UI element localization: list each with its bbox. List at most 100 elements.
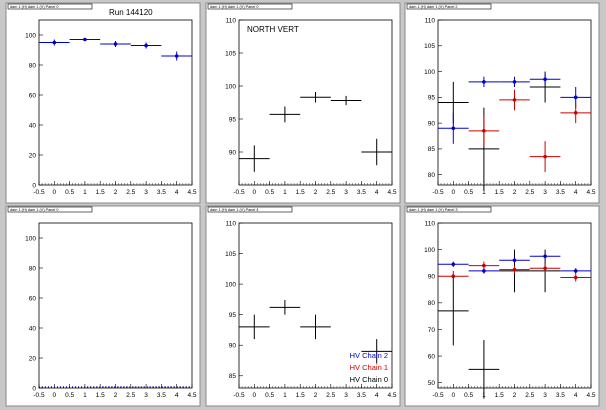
x-tick-label: 0 (252, 392, 256, 399)
x-tick-label: 1 (283, 189, 287, 196)
data-point-marker (543, 266, 547, 271)
y-tick-label: 0 (32, 385, 36, 392)
y-tick-label: 70 (428, 327, 436, 334)
run-label: Run 144120 (109, 8, 153, 17)
x-tick-label: 1.5 (495, 392, 504, 399)
x-tick-label: 4.5 (187, 392, 196, 399)
x-tick-label: 0.5 (65, 189, 74, 196)
y-tick-label: 100 (225, 281, 236, 288)
x-tick-label: 1 (83, 392, 87, 399)
x-tick-label: 4 (175, 392, 179, 399)
panel-header-box (207, 3, 293, 10)
x-tick-label: 0.5 (265, 392, 274, 399)
panel-1: dam 1 (H) dam 1 (V) Panel 0 -0.5 0 0.5 1 1.5 2… (5, 2, 201, 204)
data-point-marker (113, 42, 118, 46)
data-point-marker (482, 129, 486, 133)
x-tick-label: 3 (144, 392, 148, 399)
x-tick-label: 1 (83, 189, 87, 196)
legend-entry: HV Chain 1 (350, 363, 388, 372)
y-tick-label: 50 (428, 380, 436, 387)
x-tick-label: 4 (574, 392, 578, 399)
x-tick-label: 2.5 (326, 392, 335, 399)
x-tick-label: 1.5 (495, 189, 504, 196)
y-tick-label: 105 (225, 251, 236, 258)
x-tick-label: 0 (52, 392, 56, 399)
panel-frame (205, 2, 401, 204)
y-tick-label: 90 (428, 274, 436, 281)
x-tick-label: -0.5 (432, 189, 444, 196)
data-point-marker (482, 263, 486, 268)
data-point-marker (144, 43, 148, 48)
x-tick-label: 2 (513, 392, 517, 399)
x-tick-label: 2 (314, 189, 318, 196)
data-point-marker (451, 126, 456, 131)
y-tick-label: 95 (428, 95, 436, 102)
data-point-marker (83, 37, 87, 42)
x-tick-label: 0.5 (464, 189, 473, 196)
x-tick-label: -0.5 (432, 392, 444, 399)
x-tick-label: 1.5 (96, 189, 105, 196)
panel-header-box (406, 3, 492, 10)
x-tick-label: 3.5 (157, 392, 166, 399)
panel-6: dam 1 (H) dam 1 (V) Panel 3-0.500.511.52… (404, 205, 600, 407)
y-tick-label: 100 (424, 69, 435, 76)
x-tick-label: 3 (344, 189, 348, 196)
data-point-marker (52, 40, 57, 45)
panel-header: dam 1 (H) dam 1 (V) Panel 2 (409, 5, 458, 9)
x-tick-label: 1.5 (296, 392, 305, 399)
panel-header-box (207, 206, 293, 213)
y-tick-label: 90 (428, 120, 436, 127)
data-point-marker (451, 262, 456, 267)
x-tick-label: 2.5 (126, 189, 135, 196)
y-tick-label: 105 (225, 50, 236, 57)
x-tick-label: 4.5 (187, 189, 196, 196)
data-point-marker (451, 274, 456, 279)
x-tick-label: -0.5 (33, 189, 45, 196)
y-tick-label: 95 (229, 312, 237, 319)
x-tick-label: 0 (451, 189, 455, 196)
y-tick-label: 110 (226, 220, 237, 227)
y-tick-label: 110 (226, 17, 237, 24)
x-tick-label: 3.5 (157, 189, 166, 196)
y-tick-label: 90 (229, 343, 237, 350)
panel-frame (205, 205, 401, 407)
panel-header-box (7, 206, 93, 213)
data-point-marker (482, 269, 486, 273)
data-point-marker (573, 275, 578, 280)
x-tick-label: 2.5 (525, 392, 534, 399)
panel-4: dam 1 (H) dam 1 (V) Panel 0-0.5 0 0.5 1 1.5 2… (5, 205, 201, 407)
panel-frame (404, 2, 600, 204)
y-tick-label: 80 (29, 265, 37, 272)
data-point-marker (512, 258, 517, 263)
panel-frame (5, 2, 201, 204)
panel-header-box (406, 206, 492, 213)
x-tick-label: -0.5 (33, 392, 45, 399)
x-tick-label: 4 (574, 189, 578, 196)
x-tick-label: 2 (114, 392, 118, 399)
y-tick-label: 80 (428, 172, 436, 179)
data-point-marker (543, 154, 547, 159)
x-tick-label: 0.5 (265, 189, 274, 196)
legend-entry: HV Chain 2 (350, 351, 388, 360)
data-point-marker (573, 111, 578, 115)
y-tick-label: 110 (425, 17, 436, 24)
data-point-marker (512, 80, 517, 84)
x-tick-label: 3.5 (556, 392, 565, 399)
data-point-marker (573, 95, 578, 100)
x-tick-label: 3.5 (556, 189, 565, 196)
y-tick-label: 60 (29, 295, 37, 302)
y-tick-label: 0 (32, 182, 36, 189)
x-tick-label: -0.5 (233, 392, 245, 399)
x-tick-label: 4.5 (387, 189, 396, 196)
x-tick-label: 0 (451, 392, 455, 399)
y-tick-label: 60 (428, 353, 436, 360)
panel-header: dam 1 (H) dam 1 (V) Panel 0 (10, 5, 59, 9)
data-point-marker (174, 54, 179, 58)
panel-frame (404, 205, 600, 407)
panel-header: dam 1 (H) dam 1 (V) Panel 0 (210, 5, 259, 9)
x-tick-label: 2.5 (525, 189, 534, 196)
y-tick-label: 40 (29, 325, 37, 332)
x-tick-label: 4 (375, 392, 379, 399)
x-tick-label: 0.5 (464, 392, 473, 399)
